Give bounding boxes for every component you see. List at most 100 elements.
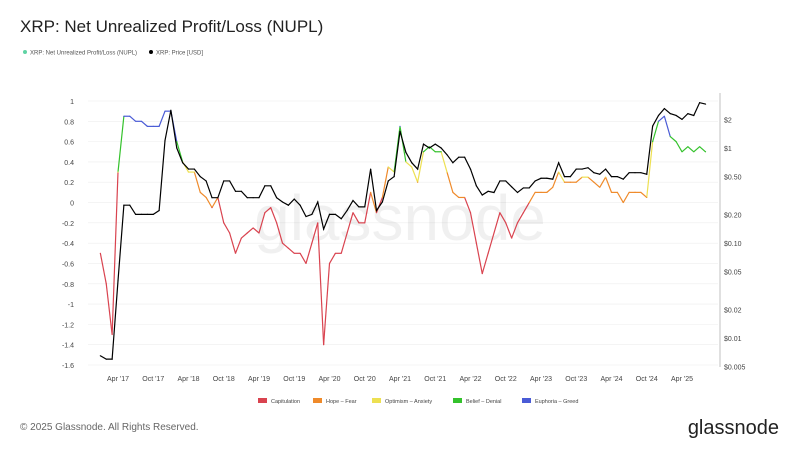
price-point [458,156,460,158]
nupl-point [687,146,689,148]
nupl-segment [217,197,225,223]
nupl-point [411,166,413,168]
nupl-point [610,191,613,193]
price-point [528,187,530,189]
nupl-segment [229,232,237,254]
y-right-tick-label: $0.01 [724,336,742,343]
y-left-tick-label: 0 [70,201,74,208]
nupl-segment [546,186,554,193]
price-point [158,209,160,212]
nupl-segment [663,116,671,137]
nupl-point [240,237,242,239]
price-point [234,190,237,192]
nupl-segment [446,171,454,193]
price-point [675,114,677,117]
price-point [558,162,560,164]
price-point [135,213,137,216]
price-point [587,167,589,169]
price-point [481,194,483,196]
y-left-tick-label: -1.2 [62,322,74,329]
nupl-point [111,333,113,336]
nupl-point [205,196,207,199]
nupl-segment [558,171,566,183]
x-tick-label: Oct '18 [213,376,235,383]
band-legend-label[interactable]: Euphoria – Greed [535,399,578,405]
x-tick-label: Oct '22 [495,376,517,383]
price-point [293,198,295,200]
nupl-segment [440,151,448,173]
nupl-point [381,196,383,199]
y-left-tick-label: 0.4 [64,160,74,167]
y-left-tick-label: -1 [68,302,74,309]
nupl-point [499,212,501,214]
price-point [276,197,278,199]
x-tick-label: Apr '20 [319,376,341,383]
nupl-point [540,191,542,193]
chart-title: XRP: Net Unrealized Profit/Loss (NUPL) [20,17,323,36]
legend-label-nupl[interactable]: XRP: Net Unrealized Profit/Loss (NUPL) [30,51,137,57]
y-left-tick-label: 0.2 [64,180,74,187]
x-tick-label: Apr '19 [248,376,270,383]
nupl-segment [205,197,213,208]
band-legend-label[interactable]: Optimism – Anxiety [385,399,432,405]
nupl-point [634,191,636,193]
nupl-point [399,125,401,127]
price-point [129,204,131,206]
nupl-point [105,283,107,285]
nupl-point [123,115,125,117]
band-legend-label[interactable]: Hope – Fear [326,399,357,405]
nupl-segment [552,171,560,188]
nupl-segment [305,242,313,264]
nupl-point [493,232,495,234]
nupl-segment [675,141,683,153]
nupl-segment [141,120,148,127]
nupl-point [546,191,548,193]
nupl-segment [652,121,660,142]
nupl-point [669,135,671,138]
glassnode-logo: glassnode [688,417,779,439]
nupl-series [99,110,707,346]
nupl-point [652,141,654,143]
y-right-tick-label: $2 [724,117,732,124]
nupl-segment [258,212,266,234]
price-point [211,197,213,199]
nupl-segment [487,232,495,254]
nupl-point [511,237,513,239]
nupl-segment [370,192,378,213]
nupl-point [358,222,360,224]
x-axis: Apr '17 Oct '17 Apr '18 Oct '18 Apr '19 Oct '… [107,376,693,383]
nupl-point [299,252,301,254]
price-point [246,197,248,199]
y-right-tick-label: $0.10 [724,241,742,248]
nupl-point [593,181,595,183]
nupl-point [264,212,266,214]
y-right-tick-label: $0.05 [724,270,742,277]
nupl-point [616,191,618,193]
nupl-segment [129,115,137,122]
x-tick-label: Apr '23 [530,376,552,383]
price-point [176,147,178,149]
nupl-point [575,181,577,183]
band-legend-label[interactable]: Capitulation [271,399,300,405]
y-left-tick-label: 0.6 [64,140,74,147]
top-legend[interactable]: XRP: Net Unrealized Profit/Loss (NUPL) X… [23,50,203,57]
nupl-segment [340,232,348,254]
band-legend-label[interactable]: Belief – Denial [466,399,501,405]
price-point [140,213,143,216]
price-point [563,176,566,178]
nupl-segment [387,166,395,173]
legend-label-price[interactable]: XRP: Price [USD] [156,51,203,57]
price-point [681,118,683,120]
nupl-point [146,125,148,127]
price-point [699,102,701,104]
nupl-segment [176,141,184,163]
price-point [193,168,195,170]
nupl-point [229,232,231,234]
price-point [352,199,354,202]
price-point [399,130,401,132]
nupl-point [605,176,607,178]
price-point [258,197,260,199]
nupl-point [587,176,589,178]
price-point [223,180,225,182]
nupl-segment [658,115,665,122]
